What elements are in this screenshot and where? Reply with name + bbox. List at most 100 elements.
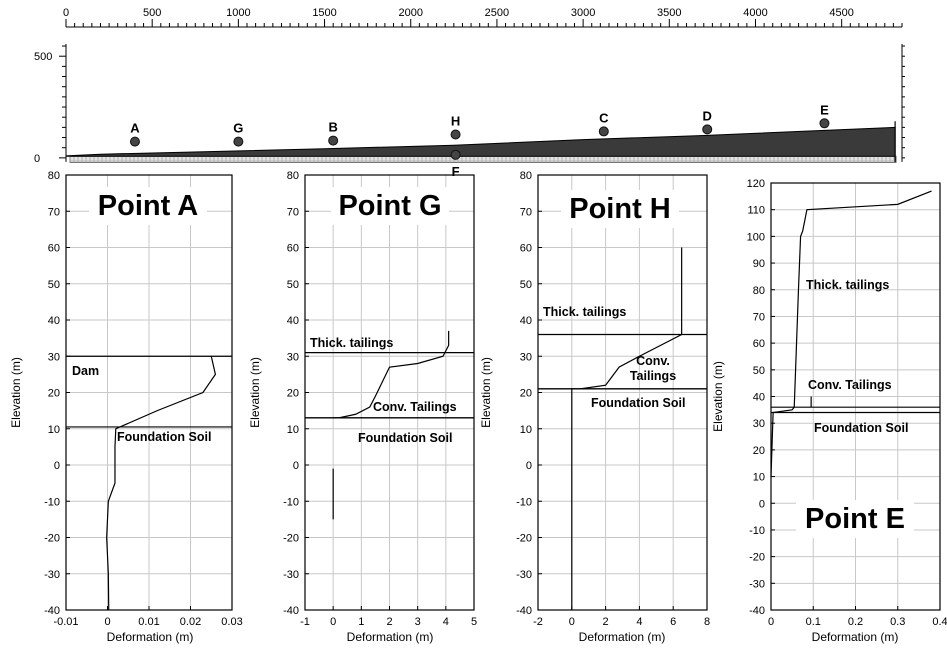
y-tick-label: -40 xyxy=(283,605,299,617)
title-backdrop xyxy=(796,500,914,538)
y-tick-label: 40 xyxy=(48,315,60,327)
deformation-series-line xyxy=(770,190,932,477)
y-tick-label: 30 xyxy=(520,351,532,363)
deformation-series-line xyxy=(571,247,683,610)
y-tick-label: 0 xyxy=(526,460,532,472)
y-tick-label: -20 xyxy=(283,533,299,545)
y-tick-label: 70 xyxy=(48,206,60,218)
x-tick-label: 5 xyxy=(471,616,477,628)
y-tick-label: -30 xyxy=(749,578,765,590)
monitoring-point-marker xyxy=(233,136,244,147)
monitoring-point-marker xyxy=(819,118,830,129)
x-tick-label: -0.01 xyxy=(53,616,78,628)
y-tick-label: 40 xyxy=(753,392,765,404)
y-tick-label: 20 xyxy=(287,388,299,400)
monitoring-point-marker xyxy=(450,149,461,160)
title-backdrop xyxy=(561,190,679,228)
y-tick-label: 10 xyxy=(287,424,299,436)
y-tick-label: 60 xyxy=(287,243,299,255)
section-x-tick-label: 4000 xyxy=(743,7,767,19)
y-tick-label: 80 xyxy=(753,285,765,297)
panel-title: Point G xyxy=(338,190,441,222)
y-tick-label: 70 xyxy=(753,311,765,323)
y-tick-label: -30 xyxy=(516,569,532,581)
x-tick-label: 0.4 xyxy=(932,616,947,628)
layer-label: Conv. Tailings xyxy=(808,378,892,392)
y-tick-label: 80 xyxy=(520,170,532,182)
y-tick-label: -20 xyxy=(749,552,765,564)
x-tick-label: 0.01 xyxy=(138,616,159,628)
monitoring-point-marker xyxy=(702,124,713,135)
x-tick-label: 1 xyxy=(358,616,364,628)
layer-label: Foundation Soil xyxy=(591,396,685,410)
y-tick-label: -20 xyxy=(44,533,60,545)
monitoring-point-marker xyxy=(450,129,461,140)
x-tick-label: 0 xyxy=(330,616,336,628)
y-tick-label: 0 xyxy=(293,460,299,472)
y-tick-label: -40 xyxy=(516,605,532,617)
layer-label: Thick. tailings xyxy=(310,336,393,350)
y-tick-label: 20 xyxy=(48,388,60,400)
layer-label: Conv. xyxy=(636,354,670,368)
panel-title: Point A xyxy=(98,190,198,222)
x-tick-label: 0.1 xyxy=(806,616,821,628)
panel-title: Point H xyxy=(569,193,671,225)
y-tick-label: 80 xyxy=(287,170,299,182)
monitoring-point-marker xyxy=(598,126,609,137)
x-tick-label: 0.2 xyxy=(848,616,863,628)
profile-panel-a: Point A -40 -30 -20 -10 0 10 20 30 40 50 60 70 80 -0.0… xyxy=(9,170,243,644)
deformation-series-line xyxy=(333,330,450,419)
section-x-tick-label: 3000 xyxy=(571,7,595,19)
layer-label: Foundation Soil xyxy=(814,421,908,435)
section-x-tick-label: 2000 xyxy=(399,7,423,19)
x-tick-label: 0.03 xyxy=(221,616,242,628)
x-tick-label: 2 xyxy=(386,616,392,628)
monitoring-point-label: H xyxy=(451,113,460,128)
layer-label: Conv. Tailings xyxy=(373,400,457,414)
section-x-tick-label: 1500 xyxy=(312,7,336,19)
panel-title: Point E xyxy=(805,503,905,535)
y-tick-label: -10 xyxy=(516,496,532,508)
monitoring-point-label: A xyxy=(130,121,140,136)
section-panel: 0 500 0 500 1000 1500 2000 2500 3000 3500 4000 4500… xyxy=(34,7,905,179)
section-x-tick-label: 0 xyxy=(63,7,69,19)
y-tick-label: 80 xyxy=(48,170,60,182)
x-axis-label: Deformation (m) xyxy=(107,630,194,644)
y-tick-label: 40 xyxy=(520,315,532,327)
x-tick-label: 0 xyxy=(768,616,774,628)
layer-label: Foundation Soil xyxy=(117,430,211,444)
layer-label: Foundation Soil xyxy=(358,431,452,445)
y-tick-label: 110 xyxy=(747,205,765,217)
y-tick-label: -40 xyxy=(749,605,765,617)
y-tick-label: 10 xyxy=(753,472,765,484)
y-tick-label: 100 xyxy=(747,231,765,243)
y-tick-label: 20 xyxy=(520,388,532,400)
y-tick-label: 60 xyxy=(753,338,765,350)
x-tick-label: 0.3 xyxy=(890,616,905,628)
section-x-tick-label: 500 xyxy=(143,7,161,19)
y-axis-label: Elevation (m) xyxy=(479,357,493,428)
layer-label: Dam xyxy=(72,364,99,378)
tailings-mesh xyxy=(65,126,896,157)
y-tick-label: -40 xyxy=(44,605,60,617)
x-tick-label: 4 xyxy=(636,616,642,628)
x-tick-label: 0.02 xyxy=(180,616,201,628)
y-tick-label: 0 xyxy=(759,498,765,510)
y-tick-label: 30 xyxy=(287,351,299,363)
monitoring-point-label: C xyxy=(599,110,609,125)
section-x-tick-label: 2500 xyxy=(485,7,509,19)
deformation-series-line xyxy=(106,356,217,611)
y-tick-label: -10 xyxy=(283,496,299,508)
x-axis-label: Deformation (m) xyxy=(812,630,899,644)
x-axis-label: Deformation (m) xyxy=(579,630,666,644)
y-tick-label: -30 xyxy=(44,569,60,581)
y-tick-label: 50 xyxy=(753,365,765,377)
layer-label: Thick. tailings xyxy=(543,305,626,319)
y-tick-label: 120 xyxy=(747,178,765,190)
y-tick-label: 50 xyxy=(520,279,532,291)
y-tick-label: 70 xyxy=(520,206,532,218)
section-x-tick-label: 3500 xyxy=(657,7,681,19)
y-tick-label: 30 xyxy=(753,418,765,430)
